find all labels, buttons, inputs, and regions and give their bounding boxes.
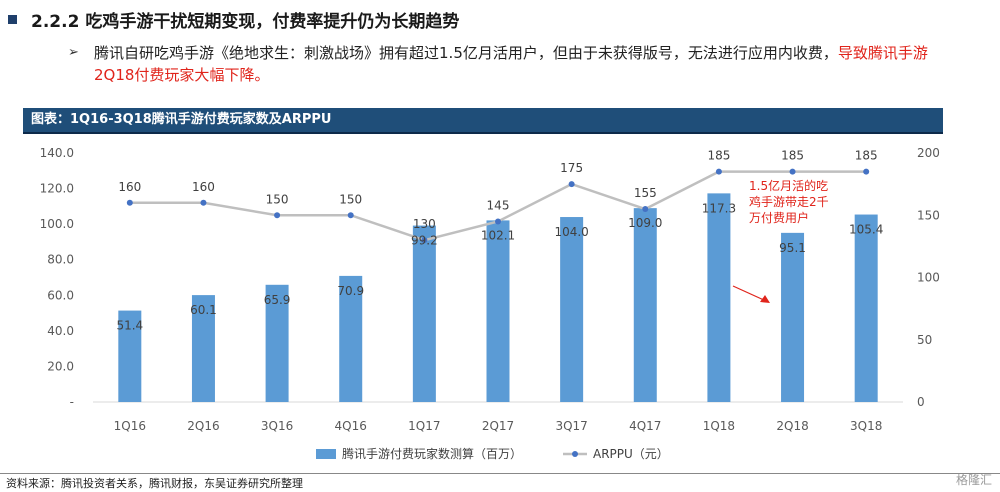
legend-line-label: ARPPU（元） [593, 447, 669, 461]
y-right-tick-label: 200 [917, 146, 940, 160]
y-left-tick-label: - [70, 395, 74, 409]
annotation-arrowhead [760, 295, 770, 303]
legend-bar-swatch [316, 449, 336, 459]
bar [339, 275, 363, 402]
bullet-text: 腾讯自研吃鸡手游《绝地求生：刺激战场》拥有超过1.5亿月活用户，但由于未获得版号… [94, 44, 838, 62]
x-tick-label: 2Q16 [187, 419, 219, 433]
y-left-tick-label: 140.0 [40, 146, 74, 160]
bar [412, 225, 436, 402]
x-tick-label: 4Q16 [335, 419, 367, 433]
arppu-point [347, 212, 354, 219]
arppu-point [863, 168, 870, 175]
arppu-point [126, 199, 133, 206]
watermark: 格隆汇 [955, 473, 992, 487]
section-heading: 2.2.2 吃鸡手游干扰短期变现，付费率提升仍为长期趋势 [8, 6, 459, 32]
heading-square-icon [8, 14, 17, 24]
arppu-value-label: 155 [634, 186, 657, 200]
arppu-value-label: 150 [339, 192, 362, 206]
footer-divider [0, 473, 1000, 474]
y-right-tick-label: 100 [917, 271, 940, 285]
arppu-point [200, 199, 207, 206]
bar-value-label: 109.0 [628, 216, 662, 230]
y-right-tick-label: 0 [917, 395, 925, 409]
bar [781, 232, 805, 402]
y-left-tick-label: 20.0 [47, 359, 74, 373]
x-tick-label: 3Q17 [555, 419, 587, 433]
figure-title: 图表：1Q16-3Q18腾讯手游付费玩家数及ARPPU [31, 112, 332, 127]
bar [633, 208, 657, 402]
x-tick-label: 1Q17 [408, 419, 440, 433]
arppu-value-label: 160 [192, 180, 215, 194]
x-tick-label: 1Q16 [114, 419, 146, 433]
arppu-value-label: 130 [413, 217, 436, 231]
bar [854, 214, 878, 402]
annotation-text: 1.5亿月活的吃 [749, 178, 828, 193]
annotation-text: 万付费用户 [749, 210, 809, 225]
arppu-value-label: 175 [560, 161, 583, 175]
y-left-tick-label: 100.0 [40, 217, 74, 231]
bar-value-label: 70.9 [337, 284, 364, 298]
arppu-point [495, 218, 501, 225]
bar-value-label: 117.3 [702, 201, 736, 215]
bar-value-label: 51.4 [116, 319, 143, 333]
arppu-value-label: 145 [487, 198, 510, 212]
arppu-point [421, 237, 428, 244]
y-left-tick-label: 40.0 [47, 324, 74, 338]
section-title: 2.2.2 吃鸡手游干扰短期变现，付费率提升仍为长期趋势 [31, 11, 460, 32]
y-left-tick-label: 80.0 [47, 253, 74, 267]
arppu-value-label: 150 [266, 192, 289, 206]
bar-value-label: 105.4 [849, 223, 883, 237]
x-tick-label: 2Q18 [776, 419, 808, 433]
arppu-point [642, 206, 649, 213]
bar-value-label: 104.0 [554, 225, 588, 239]
bar [486, 220, 510, 402]
bullet-arrow-icon: ➢ [68, 45, 79, 60]
bar-value-label: 95.1 [779, 241, 806, 255]
legend-bar-label: 腾讯手游付费玩家数测算（百万） [342, 446, 522, 461]
bar [560, 217, 584, 402]
figure-title-bar: 图表：1Q16-3Q18腾讯手游付费玩家数及ARPPU [23, 108, 943, 134]
bullet-paragraph: ➢ 腾讯自研吃鸡手游《绝地求生：刺激战场》拥有超过1.5亿月活用户，但由于未获得… [68, 42, 948, 86]
y-right-tick-label: 150 [917, 208, 940, 222]
bar-value-label: 60.1 [190, 303, 217, 317]
arppu-value-label: 185 [855, 149, 878, 163]
bar [191, 295, 215, 402]
legend-line-marker [572, 451, 578, 457]
bar-value-label: 102.1 [481, 228, 515, 242]
arppu-value-label: 185 [781, 149, 804, 163]
bar [707, 193, 731, 402]
bar-value-label: 99.2 [411, 234, 438, 248]
arppu-point [568, 181, 575, 188]
x-tick-label: 3Q16 [261, 419, 293, 433]
x-tick-label: 3Q18 [850, 419, 882, 433]
y-left-tick-label: 120.0 [40, 182, 74, 196]
bar [265, 284, 289, 402]
arppu-point [274, 212, 281, 219]
arppu-point [715, 168, 722, 175]
combo-chart: - 20.0 40.0 60.0 80.0 100.0 120.0 140.0 0 50 100 15… [40, 146, 940, 461]
source-note: 资料来源：腾讯投资者关系，腾讯财报，东吴证券研究所整理 [6, 477, 303, 490]
x-tick-label: 1Q18 [703, 419, 735, 433]
x-tick-label: 4Q17 [629, 419, 661, 433]
y-right-tick-label: 50 [917, 333, 932, 347]
bar-value-label: 65.9 [264, 293, 291, 307]
bullet-highlight-text: 导致腾讯手游2Q18付费玩家大幅下降。 [94, 44, 928, 84]
annotation-arrow [732, 285, 767, 302]
arppu-value-label: 185 [707, 149, 730, 163]
x-tick-label: 2Q17 [482, 419, 514, 433]
arppu-point [789, 168, 796, 175]
annotation-text: 鸡手游带走2千 [749, 194, 829, 209]
arppu-value-label: 160 [118, 180, 141, 194]
y-left-tick-label: 60.0 [47, 288, 74, 302]
bar [118, 310, 142, 402]
